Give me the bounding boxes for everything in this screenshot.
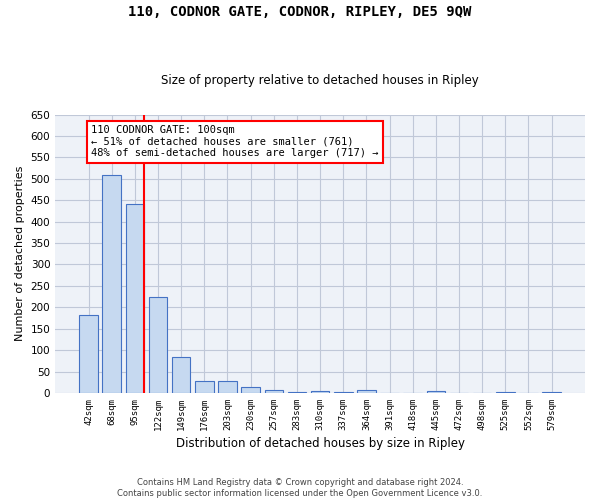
Bar xyxy=(218,382,237,393)
Bar xyxy=(149,296,167,393)
Bar xyxy=(311,391,329,393)
Bar xyxy=(427,391,445,393)
Bar xyxy=(79,314,98,393)
Bar xyxy=(496,392,515,393)
Bar xyxy=(195,381,214,393)
Title: Size of property relative to detached houses in Ripley: Size of property relative to detached ho… xyxy=(161,74,479,87)
Y-axis label: Number of detached properties: Number of detached properties xyxy=(15,166,25,342)
Bar xyxy=(241,388,260,393)
Text: 110, CODNOR GATE, CODNOR, RIPLEY, DE5 9QW: 110, CODNOR GATE, CODNOR, RIPLEY, DE5 9Q… xyxy=(128,5,472,19)
Bar xyxy=(265,390,283,393)
Bar xyxy=(125,204,144,393)
Text: Contains HM Land Registry data © Crown copyright and database right 2024.
Contai: Contains HM Land Registry data © Crown c… xyxy=(118,478,482,498)
Bar xyxy=(172,358,190,393)
Bar xyxy=(103,174,121,393)
X-axis label: Distribution of detached houses by size in Ripley: Distribution of detached houses by size … xyxy=(176,437,464,450)
Bar xyxy=(287,392,306,393)
Bar xyxy=(542,392,561,393)
Bar xyxy=(357,390,376,393)
Text: 110 CODNOR GATE: 100sqm
← 51% of detached houses are smaller (761)
48% of semi-d: 110 CODNOR GATE: 100sqm ← 51% of detache… xyxy=(91,126,379,158)
Bar xyxy=(334,392,353,393)
